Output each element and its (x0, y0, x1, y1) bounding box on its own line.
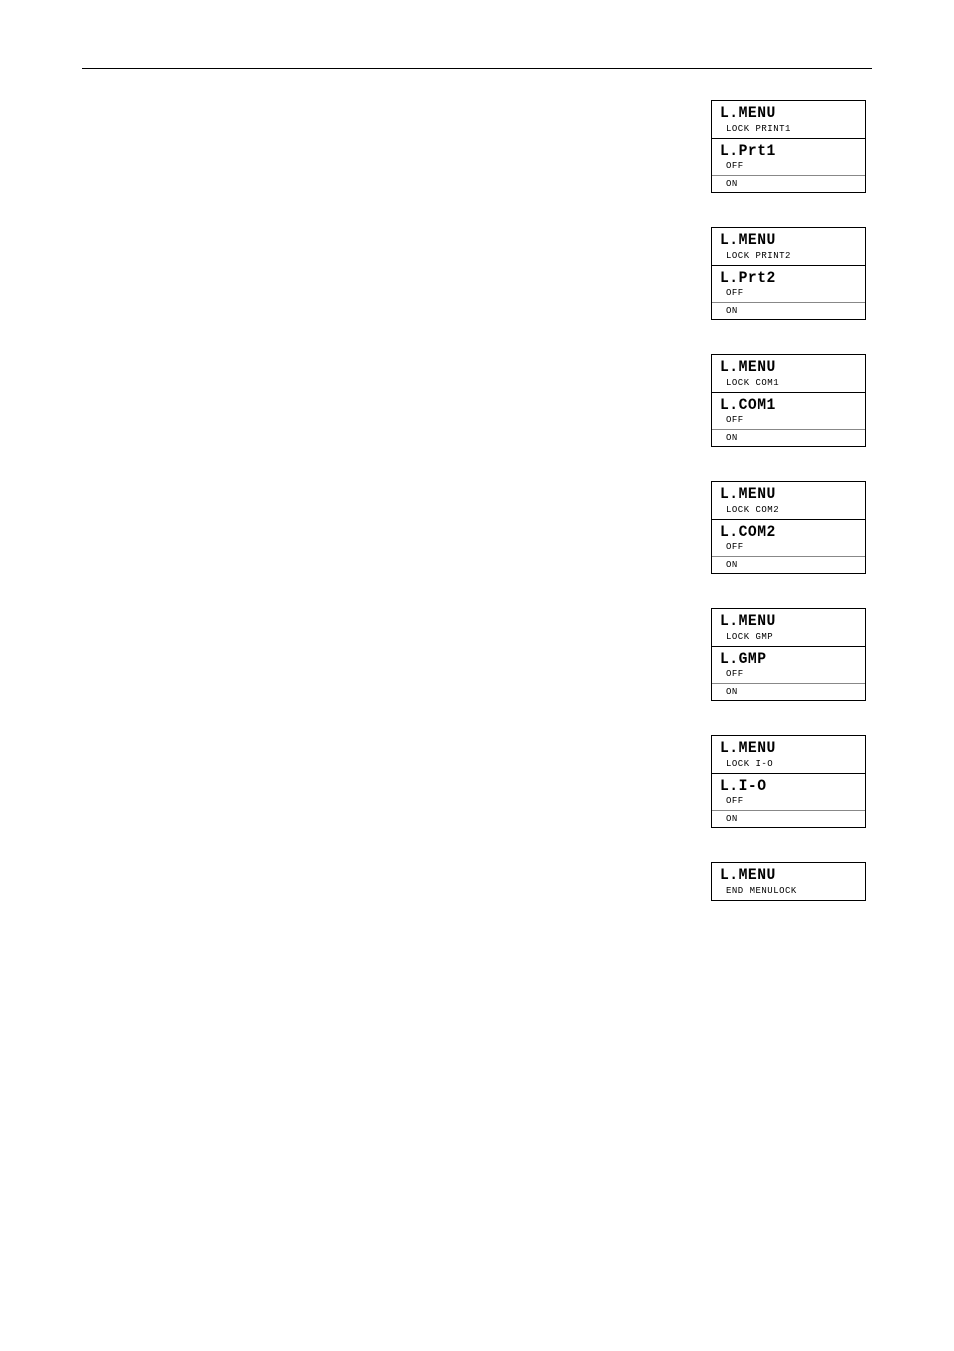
menu-group-end: L.MENU END MENULOCK (711, 862, 866, 901)
menu-end-box: L.MENU END MENULOCK (711, 862, 866, 901)
menu-header-subtitle: LOCK I-O (720, 759, 857, 769)
menu-option-box: L.COM1 OFF ON (711, 393, 866, 448)
menu-column: L.MENU LOCK PRINT1 L.Prt1 OFF ON L.MENU … (711, 100, 866, 901)
menu-header-title: L.MENU (720, 487, 854, 504)
menu-option-top: L.COM1 OFF (712, 393, 865, 430)
menu-option-default: OFF (720, 542, 857, 552)
menu-end-subtitle: END MENULOCK (720, 886, 857, 896)
menu-option-alt: ON (712, 302, 865, 319)
menu-header-subtitle: LOCK COM2 (720, 505, 857, 515)
menu-option-box: L.I-O OFF ON (711, 774, 866, 829)
menu-header-box: L.MENU LOCK GMP (711, 608, 866, 647)
menu-option-alt: ON (712, 175, 865, 192)
menu-option-default: OFF (720, 796, 857, 806)
menu-header-title: L.MENU (720, 614, 854, 631)
menu-option-box: L.COM2 OFF ON (711, 520, 866, 575)
menu-option-top: L.COM2 OFF (712, 520, 865, 557)
menu-option-default: OFF (720, 161, 857, 171)
menu-header-subtitle: LOCK PRINT2 (720, 251, 857, 261)
top-rule (82, 68, 872, 69)
menu-header-subtitle: LOCK PRINT1 (720, 124, 857, 134)
menu-header-title: L.MENU (720, 741, 854, 758)
menu-option-alt: ON (712, 810, 865, 827)
menu-option-alt: ON (712, 556, 865, 573)
menu-header-subtitle: LOCK GMP (720, 632, 857, 642)
menu-group-gmp: L.MENU LOCK GMP L.GMP OFF ON (711, 608, 866, 701)
menu-option-default: OFF (720, 288, 857, 298)
menu-header-title: L.MENU (720, 106, 854, 123)
menu-option-box: L.Prt2 OFF ON (711, 266, 866, 321)
menu-header-title: L.MENU (720, 360, 854, 377)
menu-option-top: L.Prt1 OFF (712, 139, 865, 176)
menu-option-title: L.GMP (720, 651, 854, 668)
menu-option-top: L.I-O OFF (712, 774, 865, 811)
menu-option-title: L.COM1 (720, 397, 854, 414)
menu-header-box: L.MENU LOCK COM1 (711, 354, 866, 393)
menu-option-top: L.Prt2 OFF (712, 266, 865, 303)
menu-header-box: L.MENU LOCK PRINT2 (711, 227, 866, 266)
menu-header-box: L.MENU LOCK COM2 (711, 481, 866, 520)
menu-group-com1: L.MENU LOCK COM1 L.COM1 OFF ON (711, 354, 866, 447)
menu-option-box: L.GMP OFF ON (711, 647, 866, 702)
menu-option-title: L.Prt2 (720, 270, 854, 287)
menu-header-box: L.MENU LOCK I-O (711, 735, 866, 774)
menu-option-default: OFF (720, 415, 857, 425)
menu-option-title: L.COM2 (720, 524, 854, 541)
menu-end-title: L.MENU (720, 868, 854, 885)
menu-option-alt: ON (712, 683, 865, 700)
menu-option-alt: ON (712, 429, 865, 446)
menu-group-print2: L.MENU LOCK PRINT2 L.Prt2 OFF ON (711, 227, 866, 320)
menu-group-io: L.MENU LOCK I-O L.I-O OFF ON (711, 735, 866, 828)
menu-group-print1: L.MENU LOCK PRINT1 L.Prt1 OFF ON (711, 100, 866, 193)
menu-option-top: L.GMP OFF (712, 647, 865, 684)
menu-option-title: L.Prt1 (720, 143, 854, 160)
menu-header-subtitle: LOCK COM1 (720, 378, 857, 388)
menu-header-title: L.MENU (720, 233, 854, 250)
menu-option-box: L.Prt1 OFF ON (711, 139, 866, 194)
menu-group-com2: L.MENU LOCK COM2 L.COM2 OFF ON (711, 481, 866, 574)
menu-option-title: L.I-O (720, 778, 854, 795)
menu-header-box: L.MENU LOCK PRINT1 (711, 100, 866, 139)
menu-option-default: OFF (720, 669, 857, 679)
